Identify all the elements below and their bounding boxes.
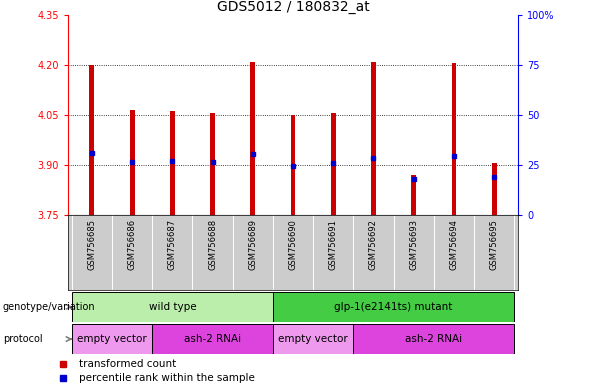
Text: genotype/variation: genotype/variation	[3, 302, 95, 312]
Bar	[250, 62, 255, 215]
Bar	[170, 111, 175, 215]
Text: GSM756690: GSM756690	[289, 219, 297, 270]
Bar	[152, 324, 273, 354]
Text: GSM756691: GSM756691	[329, 219, 337, 270]
Bar	[210, 113, 215, 215]
Text: empty vector: empty vector	[77, 334, 147, 344]
Text: GSM756686: GSM756686	[128, 219, 137, 270]
Bar	[273, 324, 353, 354]
Text: transformed count: transformed count	[79, 359, 176, 369]
Title: GDS5012 / 180832_at: GDS5012 / 180832_at	[217, 0, 369, 14]
Text: GSM756693: GSM756693	[409, 219, 418, 270]
Bar	[331, 113, 336, 215]
Bar	[90, 65, 94, 215]
Text: GSM756695: GSM756695	[489, 219, 499, 270]
Text: GSM756694: GSM756694	[449, 219, 458, 270]
Bar	[353, 324, 514, 354]
Text: protocol: protocol	[3, 334, 42, 344]
Text: GSM756689: GSM756689	[249, 219, 257, 270]
Bar	[371, 62, 376, 215]
Bar	[290, 115, 296, 215]
Text: wild type: wild type	[148, 302, 196, 312]
Text: GSM756687: GSM756687	[168, 219, 177, 270]
Text: ash-2 RNAi: ash-2 RNAi	[184, 334, 241, 344]
Text: percentile rank within the sample: percentile rank within the sample	[79, 373, 255, 383]
Text: ash-2 RNAi: ash-2 RNAi	[405, 334, 462, 344]
Text: GSM756685: GSM756685	[87, 219, 97, 270]
Bar	[452, 63, 456, 215]
Bar	[72, 292, 273, 322]
Bar	[492, 164, 497, 215]
Bar	[72, 324, 152, 354]
Text: GSM756692: GSM756692	[369, 219, 378, 270]
Text: empty vector: empty vector	[278, 334, 348, 344]
Text: GSM756688: GSM756688	[208, 219, 217, 270]
Bar	[411, 175, 416, 215]
Bar	[273, 292, 514, 322]
Bar	[130, 110, 134, 215]
Text: glp-1(e2141ts) mutant: glp-1(e2141ts) mutant	[335, 302, 453, 312]
